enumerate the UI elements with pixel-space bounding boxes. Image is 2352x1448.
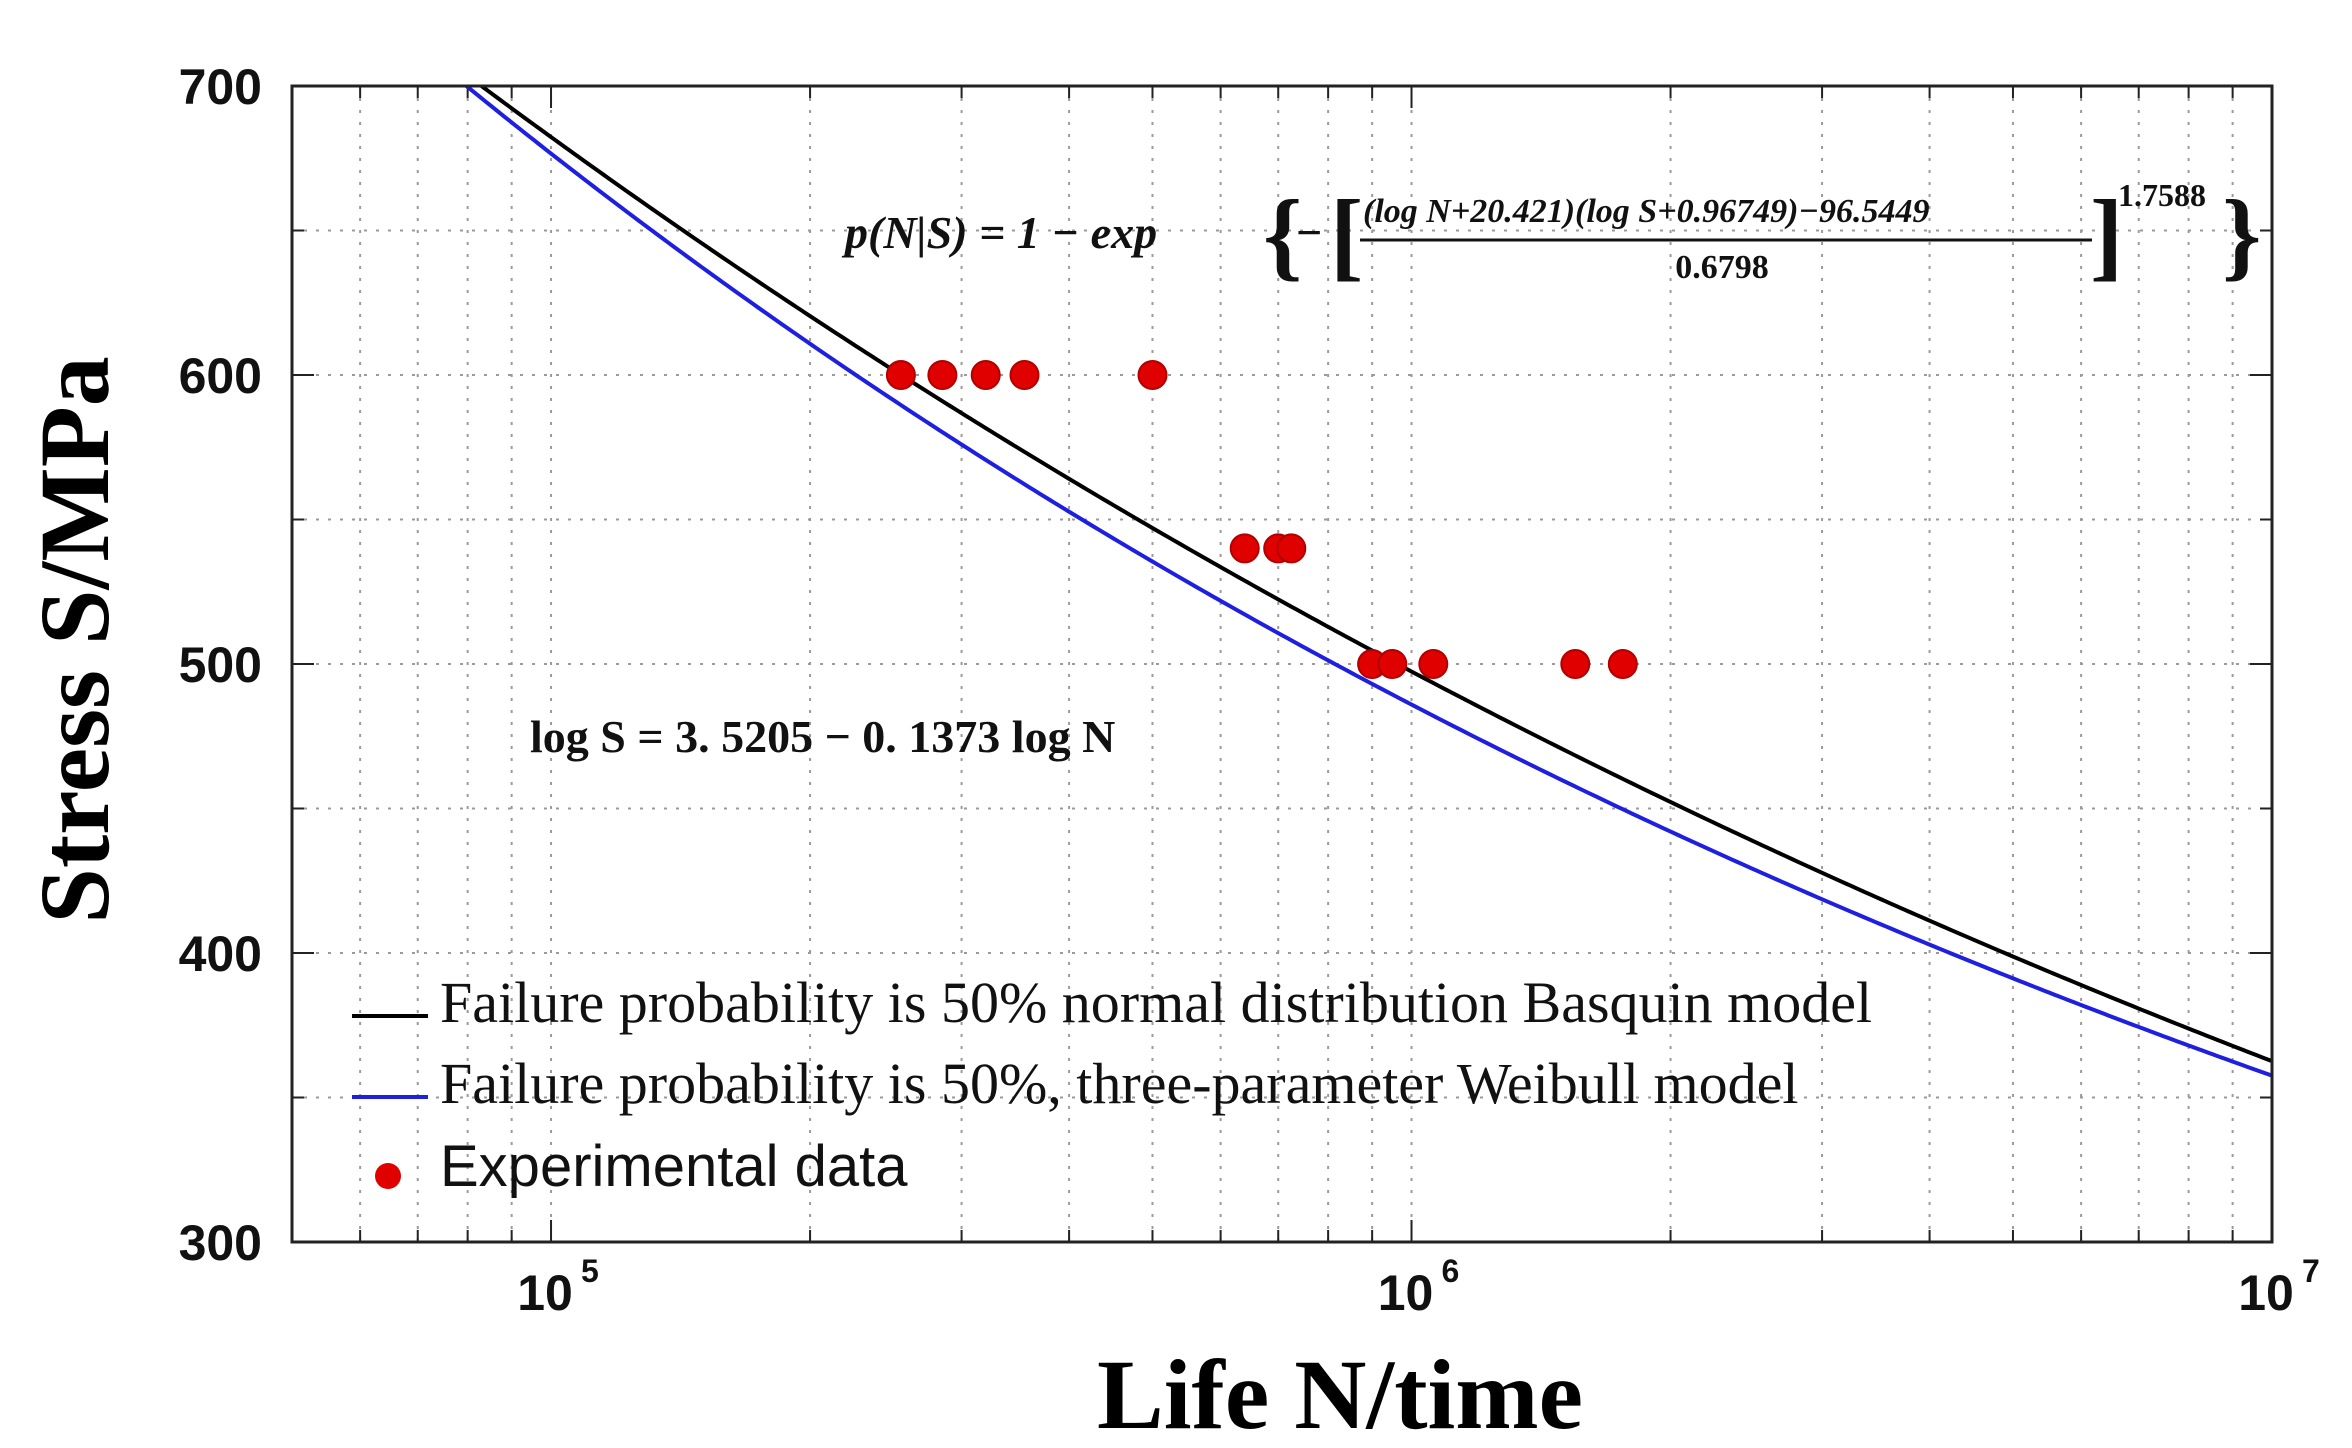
- weibull-minus: −: [1296, 207, 1322, 258]
- legend-item-weibull: Failure probability is 50%, three-parame…: [352, 1051, 1798, 1116]
- weibull-left-brace: {: [1263, 179, 1302, 290]
- x-tick-exponent: 5: [581, 1253, 599, 1289]
- legend-label-experimental: Experimental data: [440, 1134, 908, 1199]
- x-tick-labels: 10 5 10 6 10 7: [517, 1253, 2320, 1321]
- weibull-equation-lhs: p(N|S) = 1 − exp: [841, 207, 1157, 258]
- weibull-left-bracket: [: [1330, 179, 1363, 290]
- experimental-point: [1009, 360, 1040, 390]
- experimental-point: [1607, 649, 1638, 679]
- weibull-exponent: 1.7588: [2118, 177, 2206, 213]
- y-tick-label: 400: [179, 926, 262, 982]
- legend-swatch-experimental: [375, 1163, 401, 1189]
- legend-label-basquin: Failure probability is 50% normal distri…: [440, 970, 1872, 1035]
- weibull-equation: p(N|S) = 1 − exp { − [ (log N+20.421)(lo…: [841, 177, 2261, 290]
- y-tick-label: 300: [179, 1215, 262, 1271]
- experimental-point: [1560, 649, 1591, 679]
- weibull-curve: [463, 86, 2272, 1078]
- experimental-point: [1418, 649, 1449, 679]
- legend: Failure probability is 50% normal distri…: [352, 970, 1872, 1199]
- y-tick-labels: 300 400 500 600 700: [179, 59, 262, 1271]
- x-tick-label: 10: [1378, 1265, 1434, 1321]
- legend-item-experimental: Experimental data: [375, 1134, 908, 1199]
- weibull-right-bracket: ]: [2090, 179, 2123, 290]
- experimental-point: [970, 360, 1001, 390]
- y-tick-label: 600: [179, 348, 262, 404]
- experimental-point: [1137, 360, 1168, 390]
- weibull-denominator: 0.6798: [1675, 249, 1769, 286]
- x-tick-label: 10: [517, 1265, 573, 1321]
- series-lines: [463, 86, 2272, 1078]
- weibull-right-brace: }: [2222, 179, 2261, 290]
- experimental-point: [1377, 649, 1408, 679]
- y-tick-label: 500: [179, 637, 262, 693]
- weibull-numerator: (log N+20.421)(log S+0.96749)−96.5449: [1363, 193, 1930, 230]
- experimental-point: [1229, 533, 1260, 564]
- grid-layer: [292, 86, 2272, 1242]
- x-axis-title: Life N/time: [1097, 1339, 1583, 1448]
- x-tick-exponent: 6: [1442, 1253, 1460, 1289]
- legend-label-weibull: Failure probability is 50%, three-parame…: [440, 1051, 1798, 1116]
- basquin-equation: log S = 3. 5205 − 0. 1373 log N: [530, 711, 1115, 762]
- experimental-points: [885, 360, 1638, 679]
- x-tick-label: 10: [2238, 1265, 2294, 1321]
- y-tick-label: 700: [179, 59, 262, 115]
- plot-frame: [290, 84, 2274, 1244]
- legend-item-basquin: Failure probability is 50% normal distri…: [352, 970, 1872, 1035]
- experimental-point: [1276, 533, 1307, 564]
- y-axis-title: Stress S/MPa: [19, 356, 130, 924]
- experimental-point: [885, 360, 916, 390]
- experimental-point: [927, 360, 958, 390]
- x-tick-exponent: 7: [2302, 1253, 2320, 1289]
